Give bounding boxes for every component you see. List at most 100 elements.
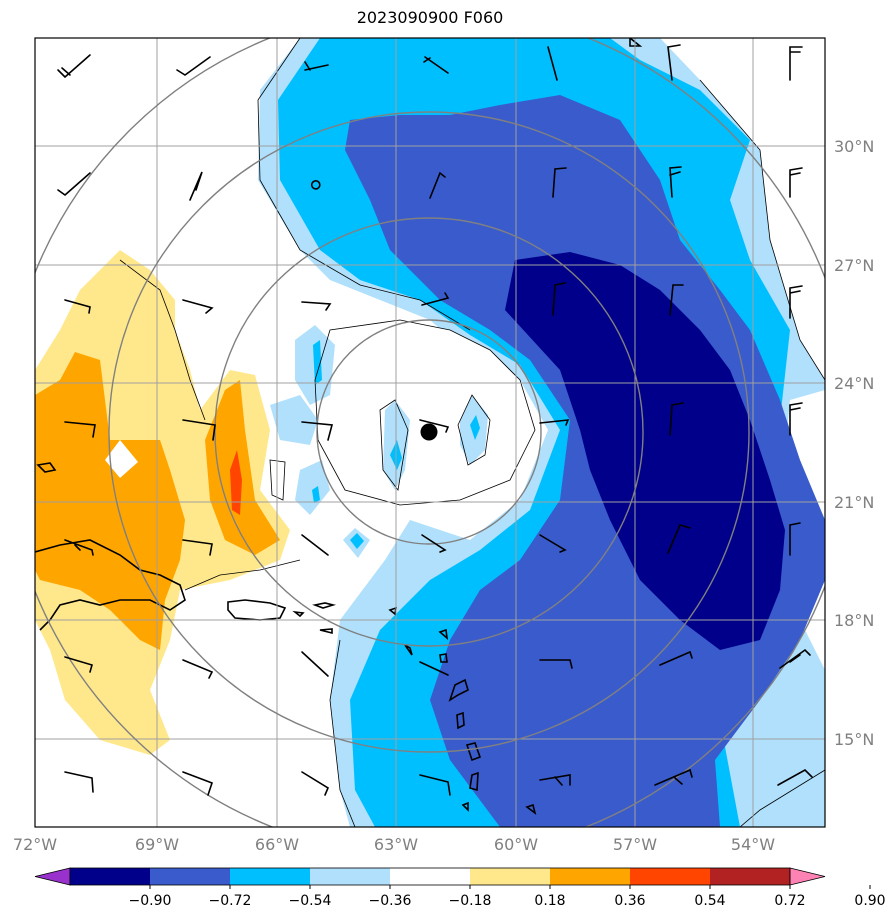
colorbar-swatch <box>230 868 311 885</box>
colorbar-tick-label: −0.54 <box>289 893 332 909</box>
longitude-labels: 72°W 69°W 66°W 63°W 60°W 57°W 54°W <box>13 835 775 854</box>
contour-orange-center <box>205 380 280 555</box>
colorbar-swatch <box>550 868 631 885</box>
wind-barb <box>539 534 567 553</box>
colorbar-extend-high <box>789 867 826 886</box>
lon-label: 63°W <box>374 835 418 854</box>
map-area <box>35 38 825 827</box>
wind-barb <box>301 421 334 441</box>
colorbar-extend-low <box>34 867 71 886</box>
wind-barb <box>182 659 214 679</box>
wind-barb <box>182 419 216 441</box>
lon-label: 57°W <box>613 835 657 854</box>
colorbar-swatch <box>630 868 711 885</box>
graticule <box>35 38 825 827</box>
wind-barb <box>57 172 91 196</box>
lat-label: 24°N <box>834 374 874 393</box>
contour-red-orange <box>230 450 242 515</box>
lat-label: 21°N <box>834 493 874 512</box>
wind-barb <box>667 524 691 554</box>
wind-barb <box>176 56 211 76</box>
contour-royal-blue <box>345 95 825 827</box>
wind-barb <box>552 282 566 316</box>
colorbar-tick-label: 0.18 <box>534 893 565 909</box>
colorbar-tick-label: 0.72 <box>774 893 805 909</box>
wind-barb <box>419 661 449 676</box>
colorbar-tick-label: 0.90 <box>854 893 885 909</box>
colorbar-tick-label: −0.18 <box>449 893 492 909</box>
wind-barb <box>64 421 96 438</box>
lon-label: 69°W <box>135 835 179 854</box>
wind-barb <box>182 771 214 796</box>
contour-white-hole <box>105 440 138 478</box>
wind-barb <box>789 285 803 319</box>
colorbar-tick-label: −0.90 <box>129 893 172 909</box>
colorbar-tick-label: 0.54 <box>694 893 725 909</box>
wind-barb <box>64 299 91 314</box>
wind-barb <box>539 419 570 426</box>
wind-barb <box>667 44 681 81</box>
wind-barb <box>301 301 332 311</box>
latitude-labels: 30°N 27°N 24°N 21°N 18°N 15°N <box>834 137 874 749</box>
colorbar-swatch <box>710 868 791 885</box>
contour-west-lb-3 <box>295 460 330 515</box>
contour-eye-clear <box>315 320 535 505</box>
wind-barb <box>301 534 329 556</box>
wind-barb <box>64 771 94 793</box>
contour-lines <box>119 38 825 827</box>
wind-barb <box>419 774 451 796</box>
wind-barb <box>669 402 684 436</box>
wind-barb <box>64 539 94 556</box>
wind-barb <box>789 167 803 198</box>
lon-label: 54°W <box>731 835 775 854</box>
colorbar-swatch <box>70 868 151 885</box>
colorbar-tick-label: −0.72 <box>209 893 252 909</box>
contour-west-db-1 <box>313 340 322 385</box>
wind-barb <box>304 61 329 71</box>
wind-barbs <box>57 44 813 796</box>
map-title: 2023090900 F060 <box>356 8 504 27</box>
contour-eye-patch-4 <box>470 415 480 440</box>
wind-barb <box>421 534 447 553</box>
contour-orange-west <box>35 352 185 650</box>
wind-barb <box>654 768 693 786</box>
wind-barb <box>423 56 449 74</box>
colorbar-swatch <box>390 868 471 885</box>
lat-label: 27°N <box>834 256 874 275</box>
storm-center-marker <box>420 423 438 441</box>
colorbar-tick-label: 0.36 <box>614 893 645 909</box>
wind-barb <box>777 769 813 786</box>
wind-barb <box>789 522 801 556</box>
wind-barb <box>669 284 684 316</box>
contour-west-lb-2 <box>270 395 318 445</box>
coastlines <box>35 38 643 815</box>
map-frame <box>34 37 826 828</box>
wind-barb <box>189 171 203 201</box>
wind-barb <box>182 299 214 314</box>
contour-west-db-2 <box>312 486 320 503</box>
colorbar-swatch <box>310 868 391 885</box>
lat-label: 15°N <box>834 730 874 749</box>
wind-barb <box>789 46 803 81</box>
colorbar-swatch <box>470 868 551 885</box>
colorbar-frame <box>69 867 791 886</box>
wind-barb <box>301 651 329 677</box>
wind-barb <box>539 774 571 786</box>
colorbar-swatch <box>150 868 231 885</box>
wind-barb <box>64 656 93 673</box>
wind-barb <box>552 167 567 198</box>
lon-label: 72°W <box>13 835 57 854</box>
lat-label: 18°N <box>834 611 874 630</box>
wind-barb <box>547 46 558 81</box>
wind-barb <box>419 419 450 433</box>
wind-barb <box>182 539 213 556</box>
wind-barb <box>789 402 803 436</box>
contour-west-db-3 <box>350 533 364 549</box>
colorbar-tick-label: −0.36 <box>369 893 412 909</box>
wind-barb <box>659 650 693 666</box>
wind-barb <box>779 648 811 669</box>
wind-barb <box>669 166 682 198</box>
wind-barb <box>429 171 446 199</box>
wind-barb <box>539 659 573 669</box>
